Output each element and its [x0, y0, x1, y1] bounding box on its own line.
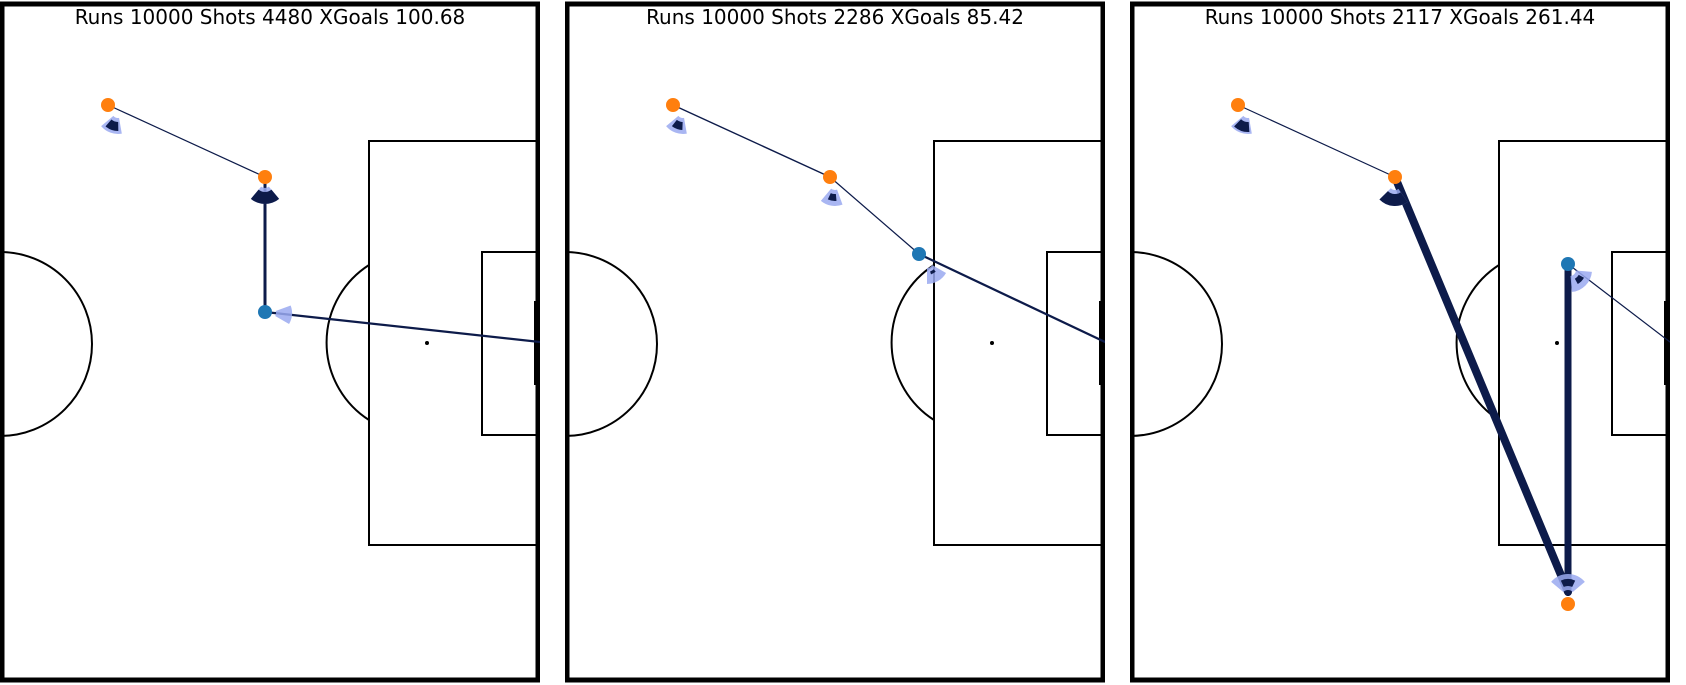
shot-wedge-dark [827, 193, 837, 201]
panel-title: Runs 10000 Shots 4480 XGoals 100.68 [74, 5, 466, 29]
pass-line [107, 104, 266, 178]
attacker-marker [1231, 98, 1245, 112]
goal-area [481, 251, 538, 436]
shot-wedge [275, 305, 292, 324]
center-spot [565, 341, 568, 345]
attacker-marker [1561, 597, 1575, 611]
attacker-marker [666, 98, 680, 112]
attacker-marker [101, 98, 115, 112]
ball-carrier-marker [1561, 257, 1575, 271]
shot-wedge-dark [1560, 579, 1576, 587]
pitch-outline [565, 1, 1105, 683]
panel-title: Runs 10000 Shots 2117 XGoals 261.44 [1204, 5, 1596, 29]
pass-line [1237, 104, 1396, 178]
panel-2: Runs 10000 Shots 2286 XGoals 85.42 [565, 0, 1105, 685]
shot-wedge-dark [930, 269, 936, 275]
center-spot [0, 341, 3, 345]
panel-1: Runs 10000 Shots 4480 XGoals 100.68 [0, 0, 540, 685]
pitch-outline [0, 1, 540, 683]
penalty-area [1498, 140, 1668, 546]
panel-title: Runs 10000 Shots 2286 XGoals 85.42 [646, 5, 1024, 29]
shot-wedge-dark [1379, 191, 1408, 207]
panel-3: Runs 10000 Shots 2117 XGoals 261.44 [1130, 0, 1670, 685]
penalty-area [933, 140, 1103, 546]
shot-wedge-dark [671, 119, 683, 130]
penalty-arc [1455, 264, 1500, 421]
pass-line [829, 176, 920, 255]
center-spot [1130, 341, 1133, 345]
pitch [565, 1, 1105, 683]
shot-wedge-dark [1574, 274, 1584, 284]
goal-area [1046, 251, 1103, 436]
attacker-marker [258, 170, 272, 184]
center-circle [0, 251, 93, 437]
pass-line [1391, 173, 1572, 596]
penalty-spot [1555, 341, 1559, 345]
pass-line [672, 104, 831, 178]
ball-carrier-marker [258, 305, 272, 319]
pitch-outline [1130, 1, 1670, 683]
shot-wedge-dark [105, 119, 119, 131]
goal-area [1611, 251, 1668, 436]
center-circle [1130, 251, 1223, 437]
penalty-spot [425, 341, 429, 345]
pass-line [917, 252, 1105, 344]
penalty-area [368, 140, 538, 546]
shot-wedge-dark [250, 189, 280, 205]
attacker-marker [823, 170, 837, 184]
ball-carrier-marker [912, 247, 926, 261]
pitch [1130, 1, 1670, 683]
penalty-arc [325, 264, 370, 421]
pitch [0, 1, 540, 683]
pass-line [263, 310, 540, 344]
shot-wedge [927, 265, 947, 284]
penalty-arc [890, 264, 935, 421]
goal [1664, 301, 1670, 385]
attacker-marker [1388, 170, 1402, 184]
shot-wedge-dark [1234, 119, 1250, 132]
goal [534, 301, 540, 385]
center-circle [565, 251, 658, 437]
penalty-spot [990, 341, 994, 345]
goal [1099, 301, 1105, 385]
